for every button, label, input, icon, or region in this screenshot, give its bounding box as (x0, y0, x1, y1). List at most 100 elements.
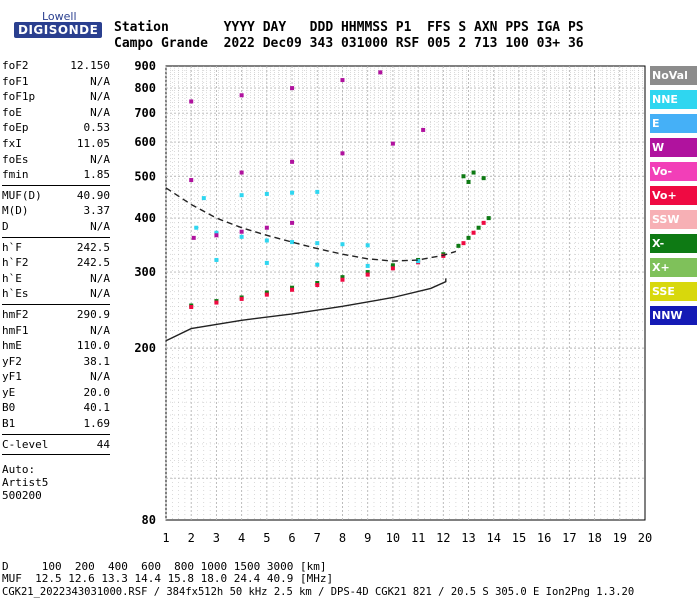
profile-curve-dashed (165, 187, 457, 262)
param-group-1: foF2 12.150 foF1 N/A foF1p N/A foE N/A foEp 0.53 f… (2, 58, 110, 183)
echo-point (340, 78, 345, 83)
param-name: MUF(D) (2, 188, 42, 202)
param-row: B0 40.1 (2, 400, 110, 416)
echo-point (239, 296, 244, 301)
legend-item: NoVal (650, 66, 697, 85)
echo-point (315, 262, 320, 267)
x-tick-label: 6 (288, 531, 295, 545)
legend-item: NNE (650, 90, 697, 109)
echo-point (481, 176, 486, 181)
echo-point (264, 290, 269, 295)
echo-point (365, 272, 370, 277)
param-name: h`E (2, 271, 22, 285)
param-value: 38.1 (83, 354, 111, 368)
echo-point (461, 241, 466, 246)
param-row: yF1 N/A (2, 369, 110, 385)
legend-item: Vo+ (650, 186, 697, 205)
echo-point (340, 275, 345, 280)
x-tick-label: 14 (487, 531, 501, 545)
echo-point (264, 238, 269, 243)
x-tick-label: 11 (411, 531, 425, 545)
echo-point (476, 225, 481, 230)
echo-point (264, 191, 269, 196)
param-name: foEp (2, 121, 29, 135)
param-group-5: C-level 44 (2, 437, 110, 453)
param-value: N/A (90, 323, 110, 337)
auto-label: Auto: (2, 463, 36, 477)
echo-point (365, 263, 370, 268)
param-name: h`Es (2, 287, 29, 301)
param-name: C-level (2, 437, 49, 451)
param-value: N/A (90, 219, 110, 233)
x-tick-label: 19 (613, 531, 627, 545)
divider (2, 433, 110, 435)
echo-point (239, 234, 244, 239)
param-group-3: h`F 242.5 h`F2 242.5 h`E N/A h`Es N/A (2, 240, 110, 302)
param-group-4: hmF2 290.9 hmF1 N/A hmE 110.0 yF2 38.1 yF1 N/A yE 2… (2, 307, 110, 432)
param-row: D N/A (2, 219, 110, 235)
echo-point (290, 220, 295, 225)
param-value: 0.53 (83, 121, 111, 135)
echo-point (315, 241, 320, 246)
echo-point (290, 240, 295, 245)
echo-point (264, 260, 269, 265)
param-row: foEp 0.53 (2, 120, 110, 136)
echo-point (456, 243, 461, 248)
echo-point (315, 189, 320, 194)
param-name: h`F2 (2, 256, 29, 270)
param-value: 290.9 (76, 307, 110, 321)
echo-point (290, 190, 295, 195)
x-tick-label: 5 (263, 531, 270, 545)
echo-point (290, 287, 295, 292)
param-row: h`F 242.5 (2, 240, 110, 256)
echo-point (290, 159, 295, 164)
param-value: N/A (90, 287, 110, 301)
param-name: foEs (2, 152, 29, 166)
echo-point (214, 257, 219, 262)
echo-point (189, 305, 194, 310)
param-row: fmin 1.85 (2, 167, 110, 183)
param-value: 40.1 (83, 401, 111, 415)
divider (2, 454, 110, 456)
echo-point (264, 225, 269, 230)
x-tick-label: 20 (638, 531, 652, 545)
param-row: h`F2 242.5 (2, 255, 110, 271)
echo-point (390, 266, 395, 271)
echo-point (481, 220, 486, 225)
x-tick-label: 17 (562, 531, 576, 545)
logo-digisonde: DIGISONDE (14, 22, 103, 38)
param-row: foF1 N/A (2, 74, 110, 90)
y-tick-label: 800 (134, 81, 156, 95)
x-tick-label: 3 (213, 531, 220, 545)
file-info: CGK21_2022343031000.RSF / 384fx512h 50 k… (2, 586, 635, 598)
param-value: 242.5 (76, 240, 110, 254)
y-tick-label: 500 (134, 169, 156, 183)
param-name: fmin (2, 168, 29, 182)
param-value: N/A (90, 74, 110, 88)
divider (2, 184, 110, 186)
echo-point (201, 196, 206, 201)
echo-point (189, 178, 194, 183)
x-tick-label: 12 (436, 531, 450, 545)
param-name: B0 (2, 401, 16, 415)
x-tick-label: 15 (512, 531, 526, 545)
param-value: 242.5 (76, 256, 110, 270)
echo-point (340, 277, 345, 282)
y-tick-label: 200 (134, 341, 156, 355)
echo-point (194, 225, 199, 230)
echo-point (461, 174, 466, 179)
echo-point (390, 141, 395, 146)
param-row: C-level 44 (2, 437, 110, 453)
echo-point (214, 233, 219, 238)
legend-item: E (650, 114, 697, 133)
echo-point (239, 229, 244, 234)
x-tick-label: 9 (364, 531, 371, 545)
echo-point (290, 86, 295, 91)
param-row: hmE 110.0 (2, 338, 110, 354)
param-row: M(D) 3.37 (2, 203, 110, 219)
param-row: fxI 11.05 (2, 136, 110, 152)
param-value: 12.150 (70, 59, 110, 72)
header-row-values: Campo Grande 2022 Dec09 343 031000 RSF 0… (114, 36, 584, 51)
param-value: 1.85 (83, 168, 111, 182)
param-name: hmF1 (2, 323, 29, 337)
